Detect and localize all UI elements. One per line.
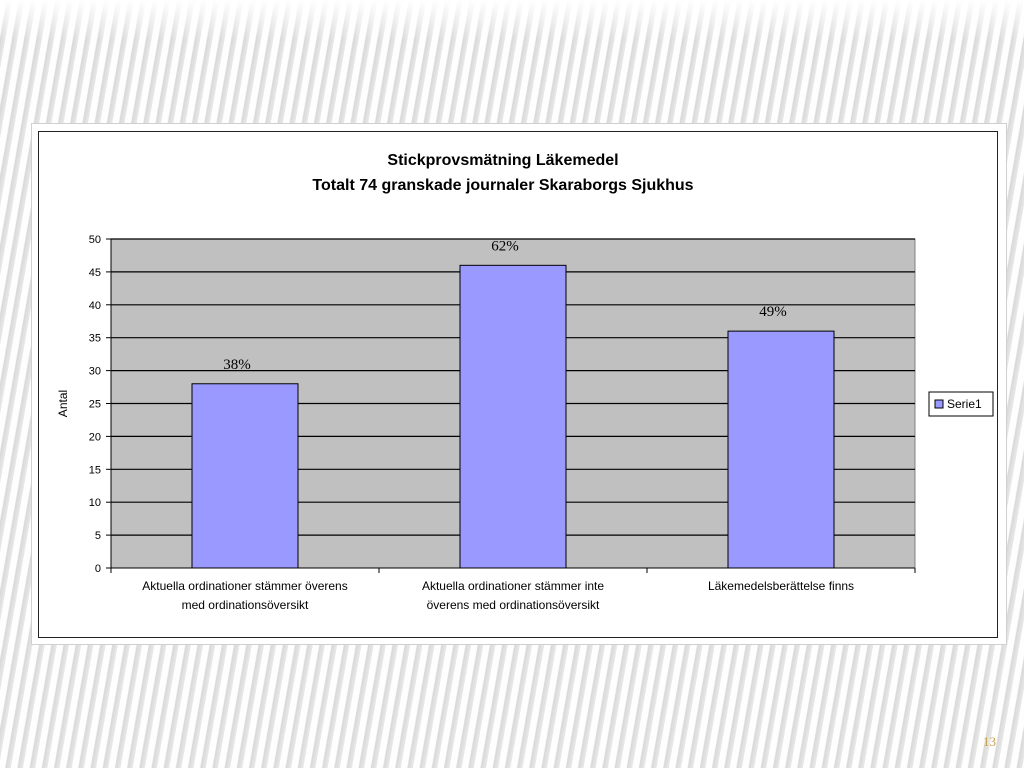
y-tick-label: 30 <box>89 366 101 378</box>
slide-number: 13 <box>983 734 996 749</box>
x-category-label: Läkemedelsberättelse finns <box>708 579 854 593</box>
y-tick-label: 45 <box>89 267 101 279</box>
bar <box>191 383 299 569</box>
chart-panel: Stickprovsmätning Läkemedel Totalt 74 gra… <box>38 131 998 638</box>
chart-title: Stickprovsmätning Läkemedel <box>387 152 618 169</box>
y-tick-label: 40 <box>89 300 101 312</box>
bar-percent-label: 49% <box>759 304 787 320</box>
bar <box>459 264 567 569</box>
slide-top-fade <box>0 0 1024 40</box>
x-category-label: Aktuella ordinationer stämmer överens <box>142 579 347 593</box>
legend-swatch <box>934 399 944 409</box>
y-tick-label: 25 <box>89 399 101 411</box>
y-tick-label: 5 <box>95 530 101 542</box>
chart-subtitle: Totalt 74 granskade journaler Skaraborgs… <box>312 177 693 194</box>
bar <box>727 330 835 569</box>
y-axis-label: Antal <box>56 390 70 417</box>
bar-percent-label: 62% <box>491 238 519 254</box>
x-category-label: med ordinationsöversikt <box>182 598 309 612</box>
y-tick-label: 10 <box>89 497 101 509</box>
y-tick-label: 0 <box>95 563 101 575</box>
y-tick-label: 15 <box>89 464 101 476</box>
y-tick-label: 35 <box>89 333 101 345</box>
y-tick-label: 50 <box>89 234 101 246</box>
bar-chart: Stickprovsmätning Läkemedel Totalt 74 gra… <box>56 152 994 612</box>
y-tick-label: 20 <box>89 431 101 443</box>
bar-percent-label: 38% <box>223 357 251 373</box>
legend-label: Serie1 <box>947 397 982 411</box>
x-category-label: överens med ordinationsöversikt <box>427 598 600 612</box>
x-category-label: Aktuella ordinationer stämmer inte <box>422 579 604 593</box>
